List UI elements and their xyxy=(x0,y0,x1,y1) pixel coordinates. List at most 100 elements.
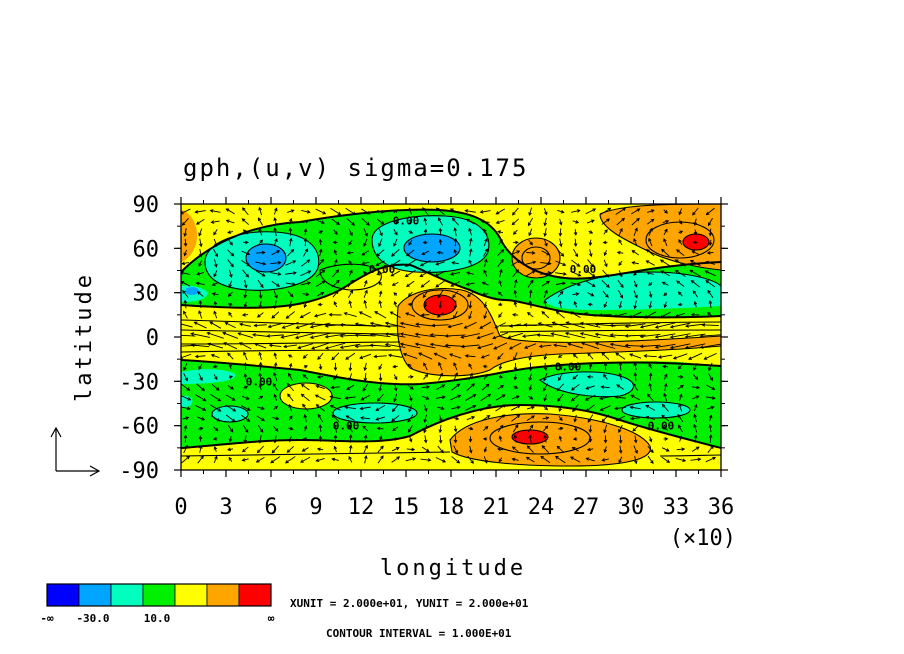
wind-vector-head xyxy=(618,372,622,377)
wind-vector-head xyxy=(570,456,574,460)
wind-vector-head xyxy=(603,429,607,434)
wind-vector xyxy=(483,238,488,247)
wind-vector-head xyxy=(318,424,323,429)
wind-vector xyxy=(586,219,595,224)
wind-vector-head xyxy=(648,363,652,367)
wind-vector xyxy=(195,210,206,213)
wind-vector-head xyxy=(183,232,188,237)
wind-vector xyxy=(393,229,398,236)
wind-vector xyxy=(468,310,473,319)
wind-vector xyxy=(527,424,534,433)
wind-vector xyxy=(226,208,235,215)
wind-vector-head xyxy=(424,373,429,378)
wind-vector xyxy=(663,238,668,247)
wind-vector xyxy=(589,425,592,433)
wind-vector xyxy=(467,455,474,464)
wind-vector xyxy=(649,300,652,309)
wind-vector-head xyxy=(258,305,263,309)
wind-vector xyxy=(602,290,609,298)
wind-vector-head xyxy=(481,292,486,297)
wind-vector-head xyxy=(586,375,591,379)
wind-vector xyxy=(512,207,519,216)
wind-vector-head xyxy=(329,395,334,399)
wind-vector xyxy=(555,260,566,266)
wind-vector xyxy=(511,395,520,400)
wind-vector-head xyxy=(605,273,610,278)
wind-vector-head xyxy=(405,312,410,316)
wind-vector xyxy=(183,362,188,371)
wind-vector xyxy=(376,249,385,257)
wind-vector-head xyxy=(360,416,364,420)
wind-vector-head xyxy=(532,260,537,265)
x-tick-label: 0 xyxy=(174,495,187,520)
wind-vector-head xyxy=(199,377,203,382)
wind-vector xyxy=(647,393,654,402)
wind-vector-head xyxy=(333,434,338,439)
wind-vector xyxy=(289,228,292,236)
wind-vector xyxy=(242,218,249,225)
wind-vector xyxy=(330,405,341,411)
wind-vector xyxy=(424,218,427,226)
wind-vector xyxy=(333,259,338,267)
wind-vector xyxy=(420,269,431,277)
wind-vector-head xyxy=(483,315,487,320)
wind-vector xyxy=(301,210,310,213)
wind-vector xyxy=(629,311,642,319)
wind-vector xyxy=(377,427,384,430)
wind-vector-head xyxy=(393,398,397,403)
wind-vector-head xyxy=(438,305,443,309)
contour-line xyxy=(211,405,249,423)
wind-vector-head xyxy=(618,450,623,454)
wind-vector-head xyxy=(366,211,371,215)
wind-vector-head xyxy=(558,377,562,382)
wind-vector-head xyxy=(201,387,206,392)
wind-vector-head xyxy=(708,424,713,428)
wind-vector-head xyxy=(559,426,564,431)
wind-vector-head xyxy=(708,242,713,247)
wind-vector-head xyxy=(499,268,503,273)
wind-vector xyxy=(483,311,488,319)
wind-vector xyxy=(390,311,401,318)
wind-vector-head xyxy=(609,342,614,347)
wind-vector-head xyxy=(584,397,589,401)
wind-vector-head xyxy=(198,262,202,267)
wind-vector xyxy=(676,448,685,451)
wind-vector-head xyxy=(227,230,232,234)
wind-vector xyxy=(481,415,490,422)
wind-vector-head xyxy=(332,240,337,245)
wind-vector xyxy=(451,406,460,410)
y-tick-label: -90 xyxy=(119,459,159,484)
wind-vector xyxy=(572,447,579,452)
wind-vector-head xyxy=(317,302,322,307)
wind-vector-head xyxy=(586,447,591,452)
wind-vector xyxy=(640,322,661,328)
wind-vector-head xyxy=(516,405,521,409)
wind-vector-head xyxy=(703,356,708,360)
wind-vector xyxy=(526,406,535,410)
wind-vector xyxy=(584,312,597,317)
wind-vector-head xyxy=(516,414,521,419)
colorbar-tick-label: -∞ xyxy=(40,612,54,625)
wind-vector xyxy=(347,280,354,288)
wind-vector-head xyxy=(591,273,596,278)
wind-vector xyxy=(304,301,307,308)
wind-vector-head xyxy=(663,392,667,397)
wind-vector xyxy=(603,424,608,433)
wind-vector-head xyxy=(289,415,293,420)
wind-vector-head xyxy=(207,342,212,347)
wind-vector-head xyxy=(657,355,662,359)
wind-vector-head xyxy=(283,344,287,349)
wind-vector-head xyxy=(294,335,299,340)
wind-vector-head xyxy=(311,346,315,350)
wind-vector-head xyxy=(280,335,285,339)
wind-vector-head xyxy=(406,283,410,288)
wind-vector-head xyxy=(514,279,518,283)
wind-vector-head xyxy=(198,366,202,370)
wind-vector-head xyxy=(550,332,555,336)
wind-vector-head xyxy=(241,313,246,317)
wind-vector-head xyxy=(645,405,650,409)
wind-vector xyxy=(690,458,701,461)
wind-vector xyxy=(495,414,506,422)
wind-vector xyxy=(557,209,564,213)
wind-vector xyxy=(539,344,552,348)
